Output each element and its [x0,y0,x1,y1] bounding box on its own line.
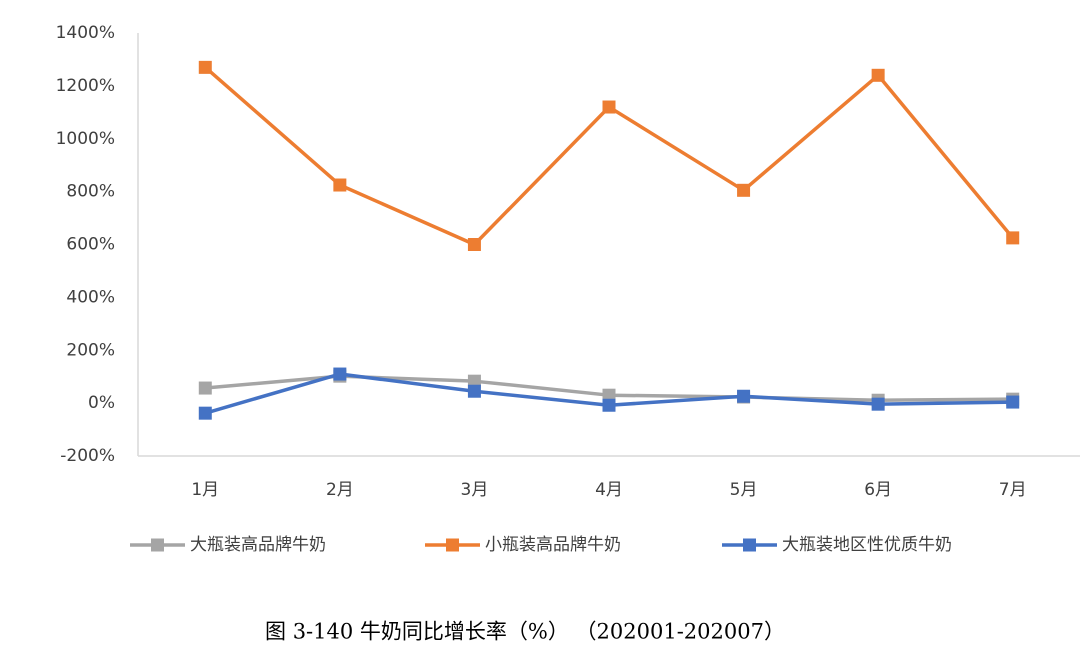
x-tick-label: 2月 [326,480,354,500]
marker [333,367,347,381]
marker [333,178,347,192]
marker [467,384,481,398]
marker [467,238,481,251]
marker [198,60,212,74]
x-tick-label: 7月 [999,480,1027,500]
y-tick-label: 400% [66,287,115,307]
legend-label: 大瓶装高品牌牛奶 [190,535,326,555]
y-tick-label: 800% [66,182,115,202]
x-tick-label: 1月 [191,480,219,500]
series-line [204,66,1015,247]
x-tick-label: 6月 [864,480,892,500]
marker [198,381,212,395]
marker [602,398,616,412]
chart-title: 图 3-140 牛奶同比增长率（%） （202001-202007） [265,620,785,644]
legend-marker [743,538,756,552]
y-tick-label: 200% [66,340,115,360]
marker [467,374,481,388]
marker [871,68,885,82]
marker [602,388,616,402]
y-tick-label: 1400% [56,23,115,43]
marker [737,389,751,403]
y-tick-label: 1000% [56,129,115,149]
legend-label: 小瓶装高品牌牛奶 [485,535,621,555]
y-tick-label: 600% [66,235,115,255]
marker [602,100,616,114]
x-tick-label: 5月 [730,480,758,500]
marker [1006,395,1020,409]
marker [198,406,212,420]
x-tick-label: 4月 [595,480,623,500]
marker [1006,231,1020,245]
y-tick-label: 1200% [56,76,115,96]
legend-marker [151,538,164,552]
marker [737,183,751,197]
y-tick-label: 0% [88,393,115,413]
legend-label: 大瓶装地区性优质牛奶 [782,535,952,555]
legend-marker [446,538,459,552]
marker [871,397,885,411]
y-tick-label: -200% [60,446,115,466]
x-tick-label: 3月 [461,480,489,500]
